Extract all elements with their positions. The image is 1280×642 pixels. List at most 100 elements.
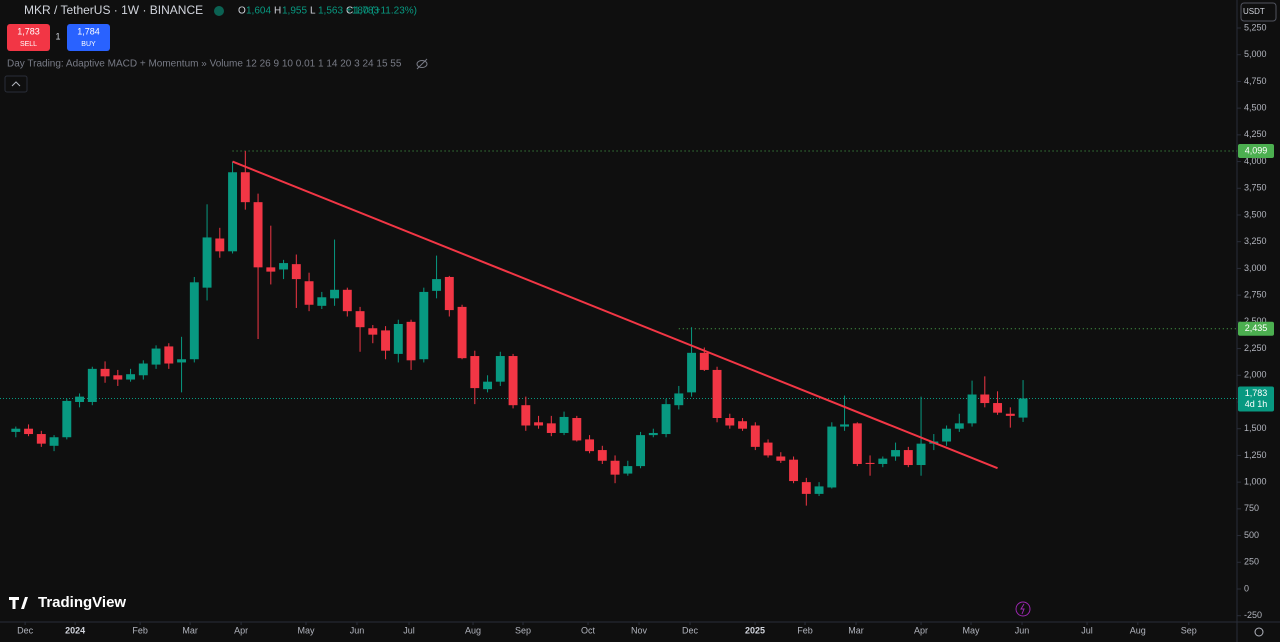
buy-button[interactable] — [67, 24, 110, 51]
candle-body — [610, 460, 620, 475]
settings-icon[interactable] — [1254, 627, 1264, 637]
candle-body — [406, 321, 416, 361]
x-tick-label: 2025 — [745, 625, 765, 635]
x-tick-label: May — [297, 625, 315, 635]
candle-body — [368, 328, 378, 335]
candle-body — [189, 282, 199, 360]
candle-body — [687, 352, 697, 393]
candle-body — [725, 418, 735, 426]
candle-body — [317, 297, 327, 306]
buy-price: 1,784 — [77, 26, 100, 36]
candle-body — [444, 276, 454, 311]
candle-body — [852, 423, 862, 464]
sell-button[interactable] — [7, 24, 50, 51]
y-tick-label: 2,500 — [1244, 316, 1267, 326]
x-tick-label: Jul — [1081, 625, 1093, 635]
x-tick-label: Jun — [350, 625, 365, 635]
y-tick-label: 250 — [1244, 557, 1259, 567]
ohlc: O 1,604 H 1,955 L 1,563 C 1,783 — [238, 6, 379, 17]
candle-body — [801, 482, 811, 494]
candle-body — [164, 346, 174, 364]
x-tick-label: Apr — [914, 625, 928, 635]
y-tick-label: 3,000 — [1244, 263, 1267, 273]
candle-body — [215, 238, 225, 252]
y-tick-label: 3,750 — [1244, 183, 1267, 193]
candle-body — [597, 450, 607, 461]
trendline — [232, 160, 998, 470]
candle-body — [432, 279, 442, 291]
y-tick-label: 5,250 — [1244, 22, 1267, 32]
candle-body — [521, 405, 531, 426]
currency-button[interactable] — [1240, 2, 1277, 22]
candle-body — [776, 456, 786, 461]
candle-body — [623, 466, 633, 474]
candle-body — [75, 396, 85, 402]
candle-body — [534, 422, 544, 426]
candle-body — [470, 356, 480, 389]
candle-body — [202, 237, 212, 288]
collapse-button[interactable] — [4, 75, 28, 93]
y-tick-label: 500 — [1244, 530, 1259, 540]
candle-body — [342, 289, 352, 312]
x-tick-label: Sep — [1181, 625, 1197, 635]
x-tick-label: Apr — [234, 625, 248, 635]
candle-body — [393, 323, 403, 354]
flash-icon[interactable] — [1015, 601, 1031, 617]
candle-body — [954, 423, 964, 429]
eye-icon[interactable] — [416, 58, 428, 70]
level-tag — [1238, 143, 1274, 158]
candle-body — [559, 416, 569, 433]
candle-body — [279, 263, 289, 270]
candle-body — [419, 291, 429, 360]
y-tick-label: 4,250 — [1244, 129, 1267, 139]
candle-body — [495, 356, 505, 382]
candle-body — [253, 202, 263, 268]
change: +180 (+11.23%) — [346, 6, 417, 17]
y-tick-label: 4,000 — [1244, 156, 1267, 166]
x-tick-label: Mar — [182, 625, 198, 635]
y-tick-label: 5,000 — [1244, 49, 1267, 59]
candle-body — [177, 359, 187, 363]
candle-body — [240, 172, 250, 203]
candle-body — [100, 368, 110, 377]
level-label: 4,099 — [1245, 145, 1268, 155]
candle-body — [126, 374, 136, 380]
candle-body — [763, 442, 773, 456]
candle-body — [1005, 413, 1015, 416]
y-tick-label: 3,500 — [1244, 209, 1267, 219]
candle-body — [916, 443, 926, 466]
y-tick-label: 0 — [1244, 583, 1249, 593]
candle-body — [585, 439, 595, 452]
y-tick-label: -250 — [1244, 610, 1262, 620]
candle-body — [814, 486, 824, 494]
ohlc-value: 1,955 — [282, 6, 307, 17]
ohlc-value: 1,783 — [354, 6, 379, 17]
candle-body — [1018, 398, 1028, 418]
candle-body — [699, 352, 709, 370]
candle-body — [789, 459, 799, 482]
sell-price: 1,783 — [17, 26, 40, 36]
candle-body — [138, 363, 148, 376]
candle-body — [87, 368, 97, 402]
quantity: 1 — [55, 31, 60, 41]
x-tick-label: Aug — [465, 625, 481, 635]
candle-body — [11, 428, 21, 432]
indicator[interactable]: Day Trading: Adaptive MACD + Momentum » … — [7, 59, 402, 70]
x-tick-label: Sep — [515, 625, 531, 635]
y-tick-label: 3,250 — [1244, 236, 1267, 246]
x-tick-label: Dec — [17, 625, 34, 635]
logo — [9, 597, 28, 609]
sell-label: SELL — [20, 41, 37, 48]
candle-body — [483, 381, 493, 390]
countdown: 4d 1h — [1245, 399, 1268, 409]
candle-body — [24, 428, 34, 435]
ohlc-value: 1,604 — [246, 6, 271, 17]
candle-body — [266, 267, 276, 272]
x-tick-label: 2024 — [65, 625, 85, 635]
x-tick-label: May — [963, 625, 981, 635]
symbol[interactable]: MKR / TetherUS · 1W · BINANCE — [24, 3, 203, 17]
candle-body — [304, 281, 314, 305]
candle-body — [151, 348, 161, 365]
candle-body — [661, 404, 671, 435]
